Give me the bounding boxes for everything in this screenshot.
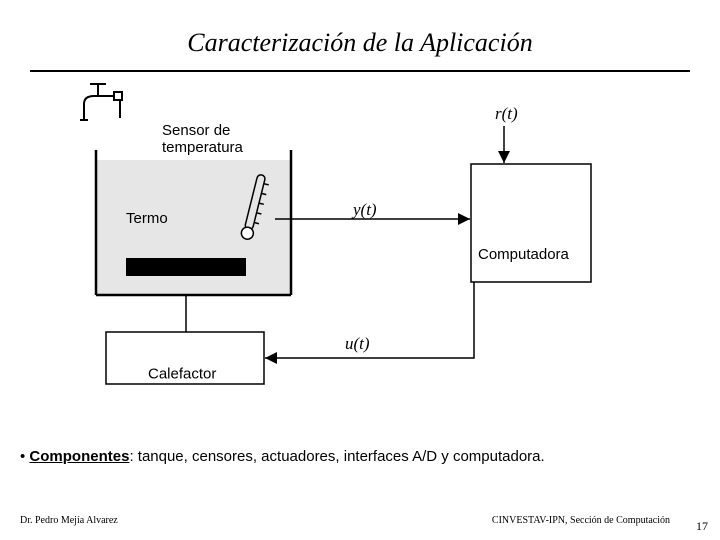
computer-label: Computadora: [478, 246, 569, 263]
footer-right: CINVESTAV-IPN, Sección de Computación: [492, 515, 670, 526]
footer-left: Dr. Pedro Mejía Alvarez: [20, 515, 118, 526]
page-number: 17: [696, 519, 708, 534]
heater-element: [126, 258, 246, 276]
r-label: r(t): [495, 104, 518, 124]
u-label: u(t): [345, 334, 370, 354]
bullet-bold: Componentes: [29, 448, 129, 465]
slide: Caracterización de la Aplicación: [0, 0, 720, 540]
faucet-icon: [80, 84, 122, 120]
bullet-line: • Componentes: tanque, censores, actuado…: [20, 448, 545, 465]
calefactor-label: Calefactor: [148, 365, 216, 382]
termo-label: Termo: [126, 210, 168, 227]
computer-box: [471, 164, 591, 282]
y-label: y(t): [353, 200, 377, 220]
bullet-rest: : tanque, censores, actuadores, interfac…: [129, 448, 544, 465]
sensor-label: Sensor de temperatura: [162, 122, 243, 157]
